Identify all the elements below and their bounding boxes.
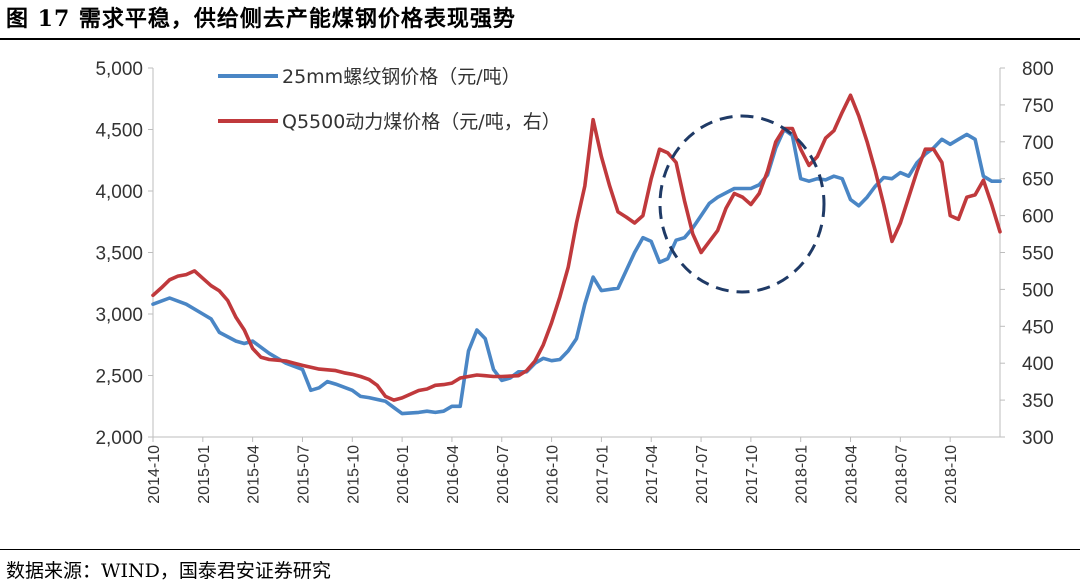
source-rule bbox=[0, 549, 1080, 550]
right-tick-label: 800 bbox=[1022, 59, 1054, 80]
left-tick-label: 3,000 bbox=[95, 305, 143, 326]
figure-title: 图 17 需求平稳，供给侧去产能煤钢价格表现强势 bbox=[6, 6, 516, 32]
x-tick-label: 2017-10 bbox=[744, 445, 761, 504]
left-tick-label: 4,000 bbox=[95, 182, 143, 203]
source-note: 数据来源：WIND，国泰君安证券研究 bbox=[6, 560, 331, 582]
right-tick-label: 650 bbox=[1022, 170, 1054, 191]
left-tick-label: 4,500 bbox=[95, 121, 143, 142]
x-tick-label: 2015-10 bbox=[345, 445, 362, 504]
x-tick-label: 2018-04 bbox=[844, 445, 861, 504]
x-tick-label: 2017-04 bbox=[644, 445, 661, 504]
x-tick-label: 2017-01 bbox=[594, 445, 611, 504]
x-tick-label: 2014-10 bbox=[146, 445, 163, 504]
left-tick-label: 2,000 bbox=[95, 428, 143, 449]
x-tick-label: 2018-01 bbox=[794, 445, 811, 504]
axes: 2,000 2,500 3,000 3,500 4,000 4,500 5,000 300 35… bbox=[95, 59, 1053, 504]
right-tick-label: 300 bbox=[1022, 428, 1054, 449]
x-tick-label: 2016-04 bbox=[445, 445, 462, 504]
series-lines bbox=[151, 93, 1002, 416]
x-tick-label: 2015-04 bbox=[246, 445, 263, 504]
right-tick-label: 600 bbox=[1022, 207, 1054, 228]
line-chart: 2,000 2,500 3,000 3,500 4,000 4,500 5,000 300 35… bbox=[95, 59, 1053, 504]
right-tick-label: 400 bbox=[1022, 354, 1054, 375]
series-line-rebar bbox=[151, 127, 1002, 416]
x-tick-label: 2018-10 bbox=[943, 445, 960, 504]
right-tick-label: 700 bbox=[1022, 133, 1054, 154]
x-tick-label: 2016-01 bbox=[395, 445, 412, 504]
right-tick-label: 500 bbox=[1022, 280, 1054, 301]
right-tick-label: 350 bbox=[1022, 391, 1054, 412]
right-tick-label: 450 bbox=[1022, 317, 1054, 338]
title-rule bbox=[0, 38, 1080, 40]
left-tick-label: 2,500 bbox=[95, 367, 143, 388]
x-tick-label: 2017-07 bbox=[694, 445, 711, 504]
highlight-circle bbox=[658, 114, 826, 294]
annotation-layer bbox=[658, 114, 826, 294]
legend-label-rebar: 25mm螺纹钢价格（元/吨） bbox=[282, 66, 521, 88]
x-tick-label: 2015-07 bbox=[295, 445, 312, 504]
legend: 25mm螺纹钢价格（元/吨） Q5500动力煤价格（元/吨，右） bbox=[218, 66, 561, 133]
x-tick-label: 2018-07 bbox=[893, 445, 910, 504]
x-tick-label: 2016-10 bbox=[545, 445, 562, 504]
x-tick-label: 2016-07 bbox=[495, 445, 512, 504]
series-line-coal bbox=[151, 93, 1002, 402]
right-tick-label: 550 bbox=[1022, 244, 1054, 265]
left-tick-label: 5,000 bbox=[95, 59, 143, 80]
x-tick-label: 2015-01 bbox=[196, 445, 213, 504]
legend-label-coal: Q5500动力煤价格（元/吨，右） bbox=[282, 111, 561, 133]
left-tick-label: 3,500 bbox=[95, 244, 143, 265]
right-tick-label: 750 bbox=[1022, 96, 1054, 117]
